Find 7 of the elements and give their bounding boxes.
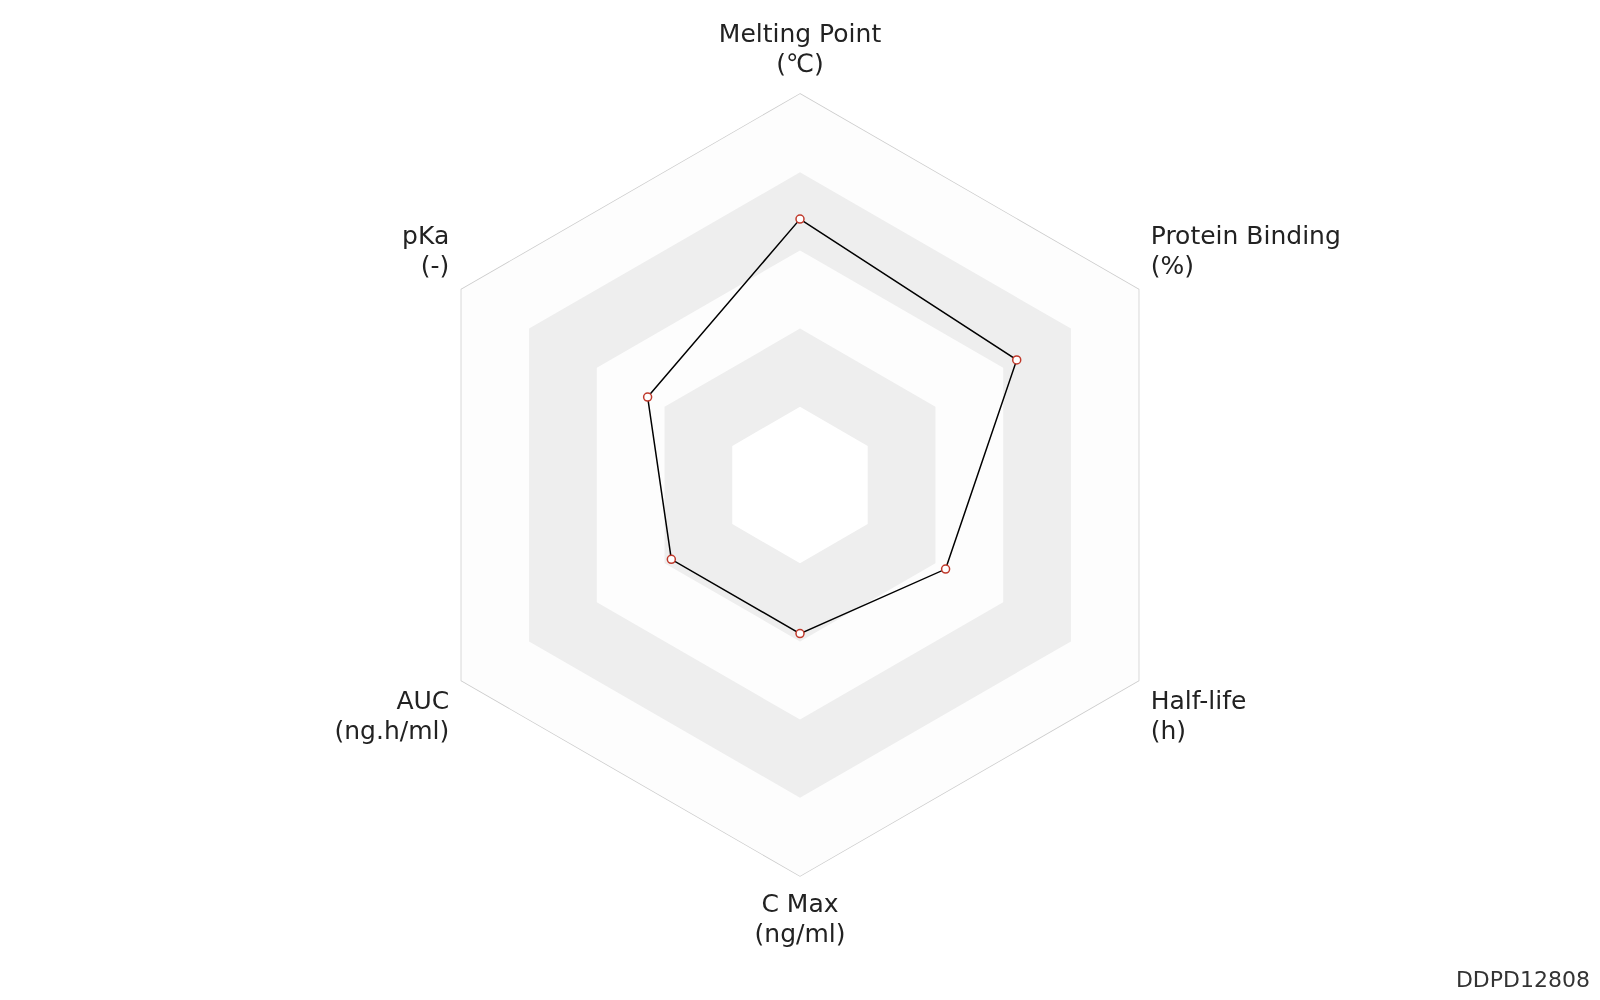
text: DDPD12808 (1455, 967, 1590, 992)
spoke-label: AUC (ng.h/ml) (334, 686, 450, 745)
spoke-label: Melting Point (℃) (718, 18, 882, 78)
spoke-label: C Max (ng/ml) (754, 888, 846, 948)
spoke-label: Protein Binding (%) (1150, 221, 1341, 280)
spoke-label: pKa (-) (402, 221, 450, 280)
spoke-label: Half-life (h) (1150, 686, 1247, 745)
